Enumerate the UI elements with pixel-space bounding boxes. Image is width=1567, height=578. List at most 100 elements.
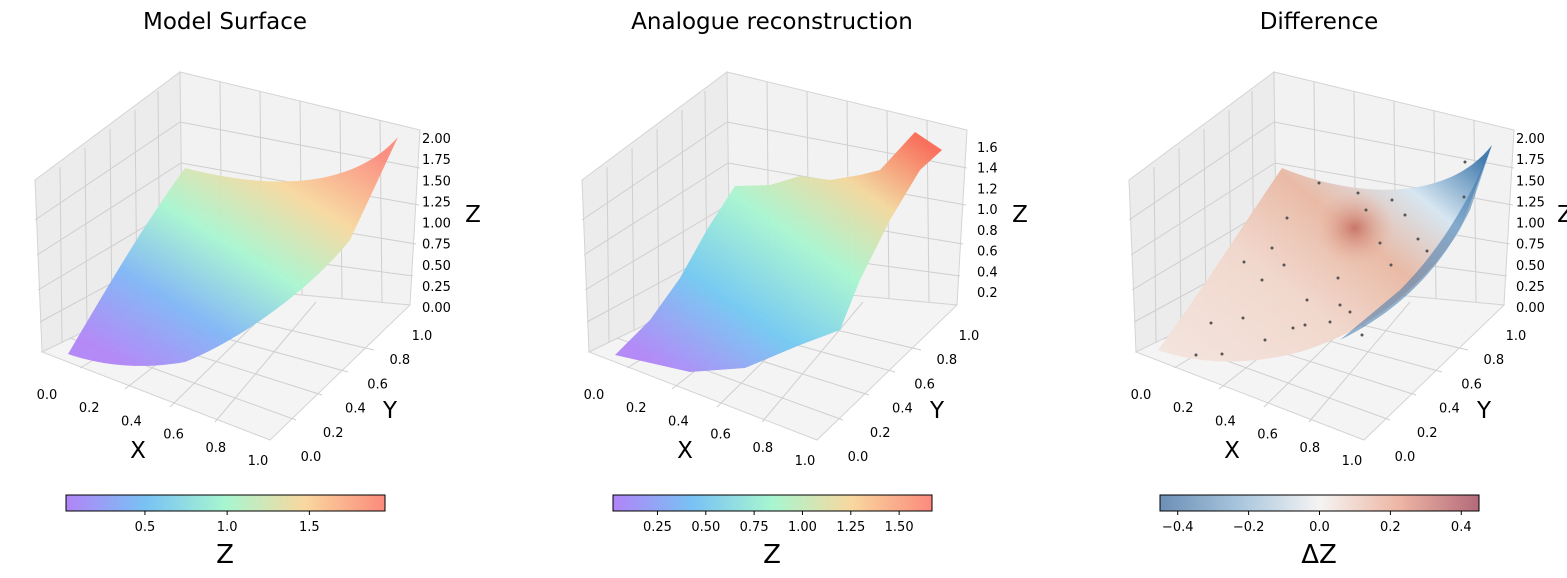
x-ticks: 0.0 0.2 0.4 0.6 0.8 1.0 <box>37 388 269 469</box>
tick-label: −0.4 <box>1162 520 1194 535</box>
sample-points <box>1194 160 1467 357</box>
tick-label: 0.50 <box>422 259 451 274</box>
tick-label: 0.0 <box>37 388 58 403</box>
tick-label: 0.00 <box>422 301 451 316</box>
tick-label: 1.50 <box>1516 174 1545 189</box>
tick-label: 1.25 <box>1516 195 1545 210</box>
tick-label: 2.00 <box>1516 132 1545 147</box>
tick-label: 0.50 <box>691 520 720 535</box>
y-ticks: 0.00.20.40.60.81.0 <box>301 329 433 465</box>
panel-difference: Difference <box>1128 9 1567 570</box>
tick-label: 0.6 <box>1461 377 1482 392</box>
tick-label: 1.0 <box>412 329 433 344</box>
y-axis-label: Y <box>1476 398 1492 424</box>
tick-label: 0.25 <box>422 280 451 295</box>
y-ticks: 0.00.20.40.60.81.0 <box>848 329 980 465</box>
tick-label: 0.4 <box>892 402 913 417</box>
tick-label: 1.0 <box>1342 454 1363 469</box>
tick-label: 0.75 <box>740 520 769 535</box>
surface <box>68 137 398 366</box>
panel-analogue-reconstruction: Analogue reconstruction 0.00.20.40.60.81… <box>581 9 1028 570</box>
tick-label: 0.0 <box>1309 520 1330 535</box>
z-ticks: 0.2 0.4 0.6 0.8 1.0 1.2 1.4 1.6 <box>977 141 998 301</box>
tick-label: 0.8 <box>977 224 998 239</box>
tick-label: 1.0 <box>959 329 980 344</box>
tick-label: 1.0 <box>1506 329 1527 344</box>
tick-label: 1.00 <box>1516 217 1545 232</box>
tick-label: 0.4 <box>668 414 689 429</box>
tick-label: 0.4 <box>345 402 366 417</box>
tick-label: 0.4 <box>1451 520 1472 535</box>
tick-label: 0.00 <box>1516 301 1545 316</box>
y-axis-label: Y <box>929 398 945 424</box>
x-axis-label: X <box>1224 438 1240 464</box>
tick-label: 0.0 <box>1395 450 1416 465</box>
colorbar <box>65 494 386 512</box>
tick-label: 0.0 <box>1131 388 1152 403</box>
panel-title: Difference <box>1260 9 1379 35</box>
tick-label: 0.2 <box>1417 426 1438 441</box>
colorbar-label: Z <box>216 540 234 570</box>
tick-label: 0.25 <box>1516 280 1545 295</box>
tick-label: 0.2 <box>1380 520 1401 535</box>
tick-label: 1.75 <box>422 153 451 168</box>
tick-label: 0.50 <box>1516 259 1545 274</box>
tick-label: 1.0 <box>217 520 238 535</box>
tick-label: 0.2 <box>323 426 344 441</box>
tick-label: 1.50 <box>885 520 914 535</box>
colorbar-ticks: −0.4 −0.2 0.0 0.2 0.4 <box>1162 511 1472 535</box>
tick-label: 0.2 <box>977 286 998 301</box>
tick-label: 0.6 <box>710 428 731 443</box>
tick-label: 0.75 <box>422 238 451 253</box>
z-ticks: 0.00 0.25 0.50 0.75 1.00 1.25 1.50 1.75 2.00 <box>422 132 451 316</box>
tick-label: 0.8 <box>1299 441 1320 456</box>
tick-label: 0.6 <box>367 377 388 392</box>
tick-label: 1.0 <box>795 454 816 469</box>
tick-label: 1.75 <box>1516 153 1545 168</box>
tick-label: 1.00 <box>422 217 451 232</box>
tick-label: 0.6 <box>977 245 998 260</box>
surface <box>615 132 942 372</box>
colorbar-ticks: 0.5 1.0 1.5 <box>135 511 320 535</box>
tick-label: 1.50 <box>422 174 451 189</box>
tick-label: −0.2 <box>1233 520 1265 535</box>
tick-label: 1.0 <box>977 203 998 218</box>
difference-hotspot <box>1315 190 1395 266</box>
tick-label: 0.2 <box>79 401 100 416</box>
tick-label: 0.8 <box>752 441 773 456</box>
z-ticks: 0.00 0.25 0.50 0.75 1.00 1.25 1.50 1.75 2.00 <box>1516 132 1545 316</box>
tick-label: 0.0 <box>848 450 869 465</box>
tick-label: 0.6 <box>163 428 184 443</box>
tick-label: 0.8 <box>936 353 957 368</box>
tick-label: 0.0 <box>301 450 322 465</box>
panel-model-surface: Model Surface 0.00.20.40.60.81.0 0.00.20… <box>34 9 481 570</box>
colorbar-label: Z <box>763 540 781 570</box>
tick-label: 0.75 <box>1516 238 1545 253</box>
tick-label: 0.0 <box>584 388 605 403</box>
colorbar-label: ΔZ <box>1301 540 1337 570</box>
tick-label: 1.2 <box>977 182 998 197</box>
tick-label: 0.8 <box>389 353 410 368</box>
tick-label: 1.25 <box>422 195 451 210</box>
z-axis-label: Z <box>465 202 481 228</box>
y-axis-label: Y <box>382 398 398 424</box>
tick-label: 1.00 <box>788 520 817 535</box>
tick-label: 1.4 <box>977 162 998 177</box>
z-axis-label: Z <box>1557 202 1567 228</box>
tick-label: 1.6 <box>977 141 998 156</box>
tick-label: 0.8 <box>1483 353 1504 368</box>
z-axis-label: Z <box>1012 202 1028 228</box>
colorbar <box>612 494 933 512</box>
tick-label: 1.25 <box>836 520 865 535</box>
surface <box>1158 145 1492 362</box>
panel-title: Analogue reconstruction <box>631 9 913 35</box>
tick-label: 0.2 <box>870 426 891 441</box>
tick-label: 0.2 <box>1173 401 1194 416</box>
tick-label: 0.4 <box>977 265 998 280</box>
tick-label: 0.4 <box>1439 402 1460 417</box>
panel-title: Model Surface <box>143 9 307 35</box>
tick-label: 2.00 <box>422 132 451 147</box>
tick-label: 0.6 <box>914 377 935 392</box>
tick-label: 0.4 <box>121 414 142 429</box>
